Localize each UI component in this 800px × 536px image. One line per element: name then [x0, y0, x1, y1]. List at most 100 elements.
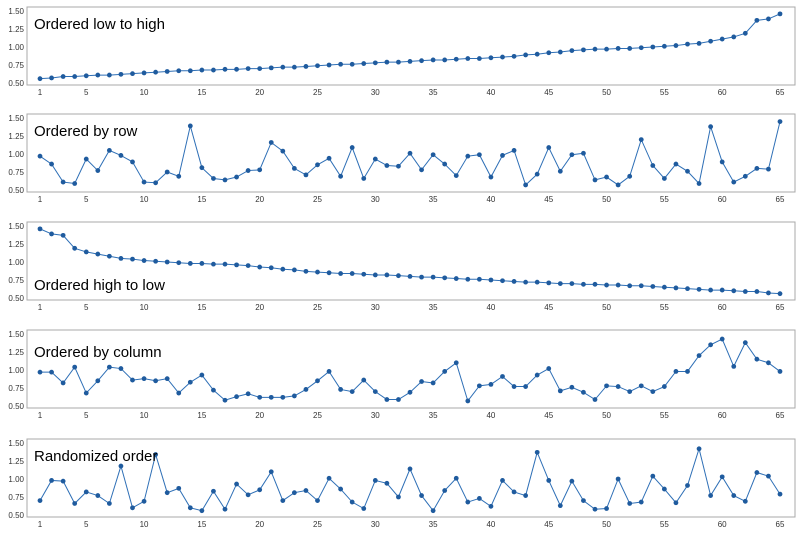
data-point — [615, 384, 621, 389]
data-point — [234, 394, 239, 400]
data-point — [118, 153, 124, 158]
data-point — [280, 266, 286, 272]
y-tick-label: 1.50 — [8, 7, 24, 16]
data-point — [118, 463, 124, 469]
panel-title: Ordered by column — [34, 344, 162, 361]
x-tick-label: 30 — [371, 303, 380, 312]
data-point — [72, 364, 78, 370]
data-point — [384, 59, 390, 65]
data-point — [766, 360, 771, 366]
data-point — [234, 481, 239, 487]
data-point — [488, 174, 494, 180]
y-tick-label: 1.00 — [8, 475, 24, 484]
x-tick-label: 10 — [140, 195, 149, 204]
data-point — [777, 291, 783, 297]
data-point — [523, 384, 529, 389]
data-point — [592, 281, 598, 287]
data-point — [222, 177, 228, 183]
panel-1: 0.500.751.001.251.501 5 10 15 20 25 30 35 40 45 50… — [8, 6, 796, 97]
data-point — [268, 394, 274, 400]
data-point — [661, 486, 667, 492]
data-point — [49, 75, 54, 81]
data-point — [130, 377, 135, 383]
data-point — [650, 473, 656, 479]
x-tick-label: 45 — [544, 520, 553, 529]
x-tick-label: 65 — [776, 88, 785, 97]
data-point — [546, 478, 552, 483]
data-point — [546, 366, 552, 371]
data-point — [291, 490, 297, 496]
data-point — [476, 56, 482, 61]
data-point — [326, 155, 332, 161]
data-point — [511, 489, 517, 495]
y-tick-label: 1.25 — [8, 25, 24, 34]
data-point — [546, 280, 552, 286]
x-tick-label: 5 — [84, 88, 89, 97]
data-point — [557, 388, 563, 394]
data-point — [419, 58, 424, 64]
data-point — [627, 389, 633, 394]
data-point — [650, 44, 656, 50]
data-point — [754, 289, 760, 294]
data-point — [685, 369, 690, 374]
data-point — [569, 281, 575, 286]
data-point — [141, 179, 147, 185]
data-point — [534, 372, 540, 378]
x-tick-label: 35 — [429, 520, 438, 529]
data-point — [569, 152, 575, 158]
data-point — [130, 505, 135, 511]
panel-frame — [26, 438, 796, 518]
data-point — [199, 165, 205, 171]
x-tick-label: 25 — [313, 303, 322, 312]
y-tick-label: 0.50 — [8, 402, 24, 411]
data-point — [442, 161, 448, 167]
data-point — [488, 503, 494, 509]
data-point — [604, 282, 609, 288]
data-point — [257, 66, 263, 71]
x-tick-label: 20 — [255, 411, 264, 420]
data-point — [476, 496, 482, 501]
data-point — [199, 508, 205, 514]
data-point — [719, 336, 725, 342]
data-point — [396, 163, 401, 169]
x-tick-label: 50 — [602, 520, 611, 529]
y-tick-label: 0.50 — [8, 186, 24, 195]
x-tick-label: 20 — [255, 195, 264, 204]
data-point — [419, 167, 424, 173]
data-point — [199, 67, 205, 73]
data-point — [419, 274, 424, 280]
panel-frame — [26, 329, 796, 409]
data-point — [638, 45, 644, 51]
data-point — [315, 269, 320, 275]
y-tick-label: 0.75 — [8, 168, 24, 177]
data-point — [604, 46, 609, 52]
data-point — [500, 478, 505, 483]
data-point — [153, 378, 159, 384]
data-point — [130, 256, 135, 262]
data-point — [465, 499, 471, 505]
data-point — [83, 156, 89, 162]
data-point — [37, 153, 43, 159]
y-tick-label: 1.50 — [8, 439, 24, 448]
data-point — [685, 41, 690, 47]
x-tick-label: 40 — [486, 195, 495, 204]
x-tick-label: 25 — [313, 411, 322, 420]
data-point — [95, 168, 101, 173]
data-point — [257, 167, 263, 173]
data-point — [37, 498, 43, 503]
data-point — [257, 394, 263, 400]
data-point — [361, 176, 367, 181]
data-point — [372, 389, 378, 394]
data-point — [60, 232, 66, 238]
data-point — [280, 64, 286, 70]
data-point — [419, 379, 424, 384]
data-point — [338, 61, 344, 67]
data-point — [164, 69, 170, 74]
data-point — [106, 253, 112, 259]
x-tick-label: 10 — [140, 520, 149, 529]
data-point — [141, 258, 147, 263]
data-point — [696, 286, 702, 292]
data-point — [37, 369, 43, 375]
x-tick-label: 25 — [313, 520, 322, 529]
